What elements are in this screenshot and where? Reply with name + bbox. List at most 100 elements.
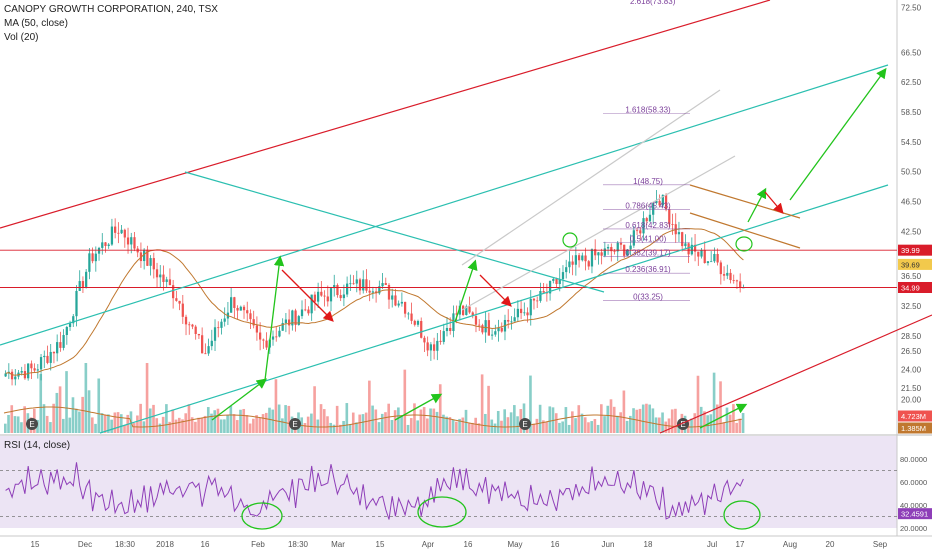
volume-bar [39,374,43,433]
volume-bar [49,422,52,433]
chart-legend-ma[interactable]: MA (50, close) [4,18,70,29]
volume-bar [648,404,651,433]
candle-body [739,281,742,288]
time-axis-tick-label: 16 [464,540,473,549]
volume-bar [374,409,378,433]
candle-body [46,355,49,363]
candle-body [391,295,394,300]
candle-body [481,325,484,333]
volume-bar [113,412,117,433]
volume-bar [696,375,700,433]
earnings-marker [289,418,301,430]
volume-bar [119,414,123,433]
fib-level-label: 1.618(58.33) [625,105,671,114]
candle-body [468,306,471,313]
volume-bar [342,420,345,433]
volume-bar [329,422,333,433]
current-price-badge-label: 34.99 [901,283,920,292]
green-arrow [699,403,748,429]
chart-legend-rsi[interactable]: RSI (14, close) [4,440,72,451]
volume-bar [94,423,97,433]
candle-body [75,290,78,317]
volume-bar [580,413,584,433]
volume-bar [361,414,365,433]
volume-ma-badge-label: 1.385M [901,424,926,433]
red-arrow [281,269,334,322]
upper-teal-channel-line [0,64,889,346]
fib-level-label: 2.618(73.83) [630,0,676,6]
volume-bar [65,371,68,433]
volume-bar [390,419,394,433]
candle-body [455,313,458,315]
candle-body [65,326,68,336]
volume-bar [55,392,59,433]
volume-bar [474,417,477,433]
volume-bar [413,403,416,433]
volume-bar [206,407,210,433]
price-axis-tick-label: 72.50 [901,3,922,12]
candle-body [68,323,72,327]
volume-bar [629,415,632,433]
chart-legend-symbol[interactable]: CANOPY GROWTH CORPORATION, 240, TSX [4,4,220,15]
volume-bar [429,408,432,433]
volume-badge [898,410,932,422]
volume-bar [310,413,313,433]
candle-body [275,336,278,338]
candle-body [645,218,648,222]
earnings-marker-label: E [292,420,297,429]
volume-bar [451,419,455,433]
chart-legend-vol[interactable]: Vol (20) [4,32,40,43]
volume-bar [574,418,577,433]
volume-bar [16,416,20,433]
candle-body [542,291,545,293]
price-axis-tick-label: 28.50 [901,332,922,341]
candle-body [690,244,693,255]
time-axis-tick-label: 18 [644,540,653,549]
candle-body [194,326,197,334]
volume-bar [203,415,207,433]
candle-body [684,243,687,247]
candle-body [249,313,252,320]
volume-bar [651,408,655,433]
candle-body [387,284,391,300]
price-axis-tick-label: 58.50 [901,108,922,117]
lower-teal-channel-line [99,184,889,434]
volume-bar [616,415,619,433]
volume-bar [400,416,403,433]
candle-body [490,334,494,336]
time-axis-tick-label: 2018 [156,540,174,549]
volume-bar [384,412,387,433]
volume-bar [313,386,316,433]
volume-bar [235,420,239,433]
volume-bar [735,422,738,433]
candle-body [236,307,239,311]
candle-body [152,258,155,270]
volume-bar [461,417,465,433]
candle-body [510,321,513,323]
volume-bar [538,404,542,433]
volume-bar [403,369,407,433]
volume-bar [190,417,194,433]
candle-body [88,253,91,272]
candle-body [155,269,159,278]
candle-body [91,253,94,262]
volume-bar [319,404,323,433]
candle-body [571,261,574,265]
volume-bar [81,396,84,433]
candle-body [304,309,307,311]
volume-bar [503,409,506,433]
candle-body [558,279,561,285]
candle-body [478,324,481,326]
candle-body [239,306,242,311]
candle-body [426,342,429,351]
candle-body [252,319,255,326]
volume-bar [455,421,458,433]
earnings-marker-label: E [29,420,34,429]
candle-body [72,316,75,324]
candle-body [39,357,43,370]
volume-bar [71,397,75,433]
green-arrow [747,187,767,223]
vol-legend-label: Vol (20) [4,32,39,43]
volume-bar [23,406,26,433]
candle-body [677,232,681,235]
